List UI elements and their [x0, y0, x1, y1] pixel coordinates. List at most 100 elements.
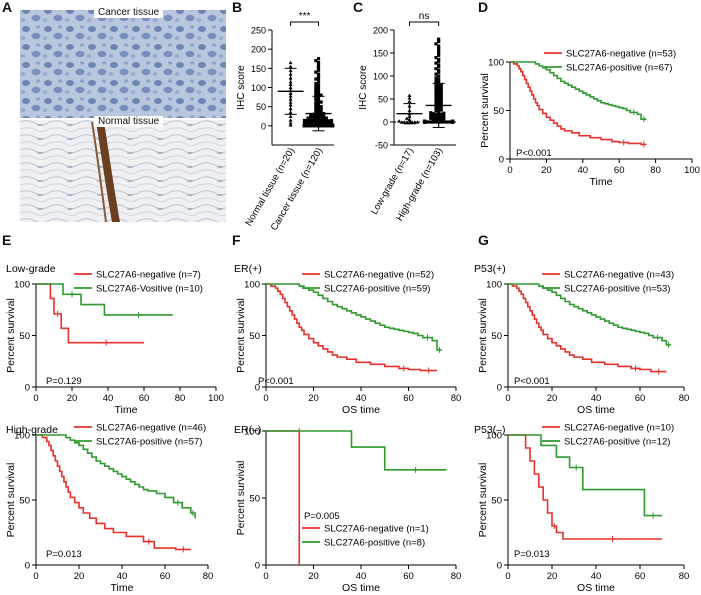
data-point	[434, 76, 438, 80]
data-point	[439, 97, 443, 101]
data-point	[434, 101, 438, 105]
cancer-tissue-image	[20, 10, 226, 118]
x-axis-title: OS time	[342, 582, 380, 594]
data-point	[309, 117, 313, 121]
x-tick-label: 0	[263, 571, 268, 582]
data-point	[439, 94, 443, 98]
legend-label-negative: SLC27A6-negative (n=43)	[564, 270, 674, 281]
y-tick-label: 0	[383, 118, 388, 128]
data-point	[399, 120, 404, 124]
data-point	[404, 120, 409, 124]
data-point	[434, 42, 438, 46]
chart-subtitle: ER(+)	[234, 263, 262, 275]
survival-curve-negative	[266, 430, 301, 565]
survival-curve-positive	[266, 430, 447, 471]
data-point	[439, 102, 443, 107]
y-tick-label: 50	[491, 331, 502, 342]
y-tick-label: 100	[486, 280, 502, 291]
data-point	[434, 79, 438, 83]
data-point	[302, 121, 307, 125]
y-tick-label: 50	[378, 95, 388, 105]
data-point	[327, 121, 331, 125]
y-axis-title: Percent survival	[235, 461, 247, 536]
data-point	[434, 106, 438, 110]
data-point	[316, 68, 321, 72]
data-point	[288, 64, 293, 69]
survival-curve-positive	[266, 283, 442, 351]
data-point	[314, 108, 318, 112]
data-point	[311, 112, 315, 116]
data-point	[330, 123, 335, 127]
x-tick-label: 40	[356, 393, 367, 404]
panel-label-f: F	[232, 232, 241, 248]
x-tick-label: 40	[591, 571, 602, 582]
data-point	[437, 68, 441, 73]
data-point	[316, 72, 321, 76]
legend-label-positive: SLC27A6-positive (n=57)	[96, 437, 202, 448]
data-point	[309, 124, 313, 128]
y-axis-title: IHC score	[236, 65, 247, 110]
data-point	[322, 114, 326, 118]
panel-label-b: B	[232, 0, 243, 15]
cancer-tissue-label: Cancer tissue	[94, 7, 164, 18]
data-point	[302, 118, 307, 123]
data-point	[434, 61, 438, 65]
data-point	[434, 109, 438, 113]
y-tick-label: 50	[249, 331, 260, 342]
chart-subtitle: ER(–)	[234, 424, 261, 436]
data-point	[309, 120, 313, 124]
x-tick-label: 60	[403, 571, 414, 582]
x-tick-label: 0	[505, 393, 510, 404]
survival-curve-negative	[36, 434, 191, 551]
y-tick-label: 50	[249, 494, 260, 505]
data-point	[434, 67, 438, 71]
data-point	[434, 87, 438, 91]
y-tick-label: 100	[14, 280, 30, 291]
x-axis-title: OS time	[577, 582, 615, 594]
y-tick-label: 100	[488, 58, 504, 69]
data-point	[434, 92, 438, 96]
data-point	[437, 65, 441, 69]
y-tick-label: 100	[14, 431, 30, 442]
panel-label-e: E	[2, 232, 12, 248]
data-point	[322, 120, 326, 124]
chart-e-low: 0 50 100 0 20 40 60 80 100 Time Percent survival Lo…	[5, 263, 224, 416]
data-point	[437, 44, 441, 48]
data-point	[429, 113, 433, 118]
data-point	[306, 121, 310, 126]
x-tick-label: 60	[139, 393, 150, 404]
data-point	[431, 112, 436, 116]
chart-b: 0 50 100 150 200 250 IHC score Normal tissue (n…	[236, 11, 335, 232]
x-tick-label: 0	[263, 393, 268, 404]
data-point	[302, 123, 307, 127]
data-point	[327, 124, 331, 128]
data-point	[439, 115, 443, 119]
chart-subtitle: P53(–)	[474, 424, 506, 436]
data-point	[434, 72, 438, 76]
data-point	[314, 123, 318, 127]
data-point	[311, 115, 315, 119]
data-point	[322, 124, 326, 128]
data-point	[434, 90, 438, 94]
data-point	[434, 113, 438, 117]
y-tick-label: 100	[244, 280, 260, 291]
data-point	[324, 121, 328, 126]
x-tick-label: 100	[684, 165, 700, 176]
legend-label-negative: SLC27A6-negative (n=7)	[96, 270, 201, 281]
data-point	[314, 84, 318, 88]
data-point	[316, 74, 321, 78]
data-point	[314, 87, 318, 91]
x-tick-label: 60	[403, 393, 414, 404]
data-point	[324, 119, 328, 123]
data-point	[429, 120, 433, 124]
survival-curve-positive	[508, 283, 671, 346]
p-value: P<0.001	[258, 376, 294, 387]
survival-curve-negative	[508, 434, 662, 540]
data-point	[439, 108, 443, 112]
data-point	[434, 56, 438, 60]
data-point	[439, 86, 443, 90]
data-point	[316, 85, 321, 90]
legend-label-positive: SLC27A6-positive (n=12)	[564, 437, 670, 448]
data-point	[314, 96, 318, 100]
